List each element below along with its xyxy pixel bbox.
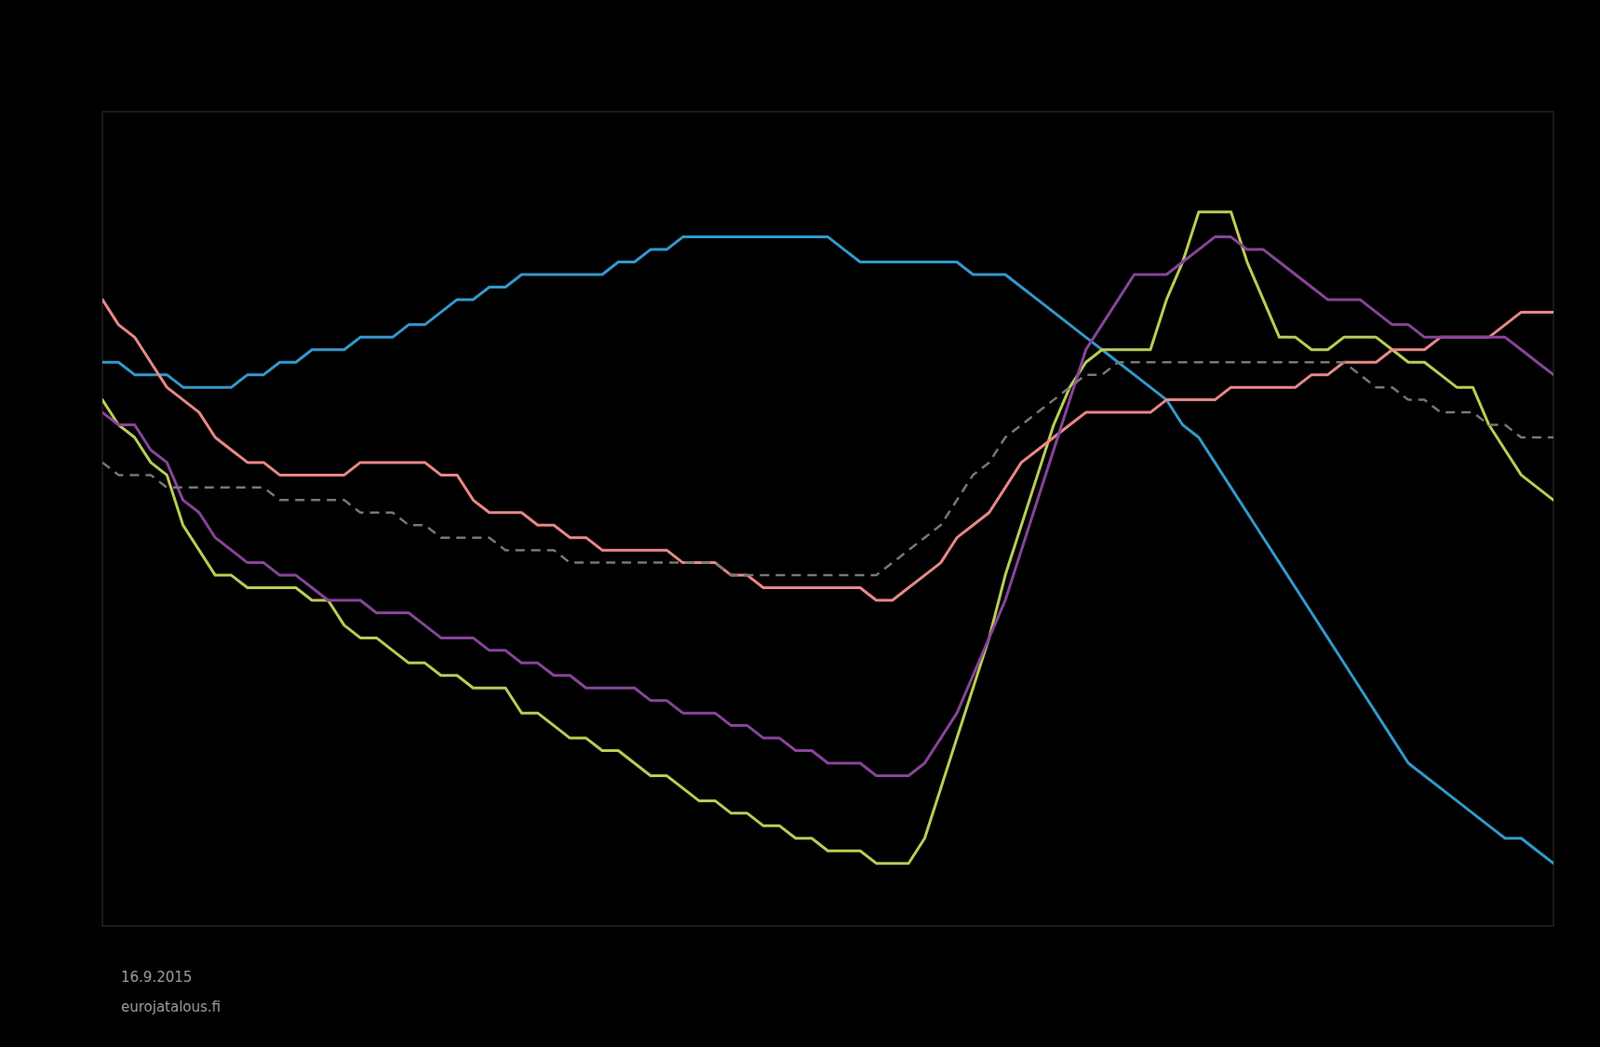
plot-area <box>102 212 1554 864</box>
series-line <box>102 212 1554 864</box>
chart: 16.9.2015 eurojatalous.fi <box>0 0 1600 1047</box>
series-line <box>102 299 1554 601</box>
background <box>0 0 1600 1047</box>
annotation: 16.9.2015 <box>121 968 192 986</box>
series-line <box>102 237 1554 864</box>
annotation: eurojatalous.fi <box>121 998 221 1016</box>
series-line <box>102 237 1554 777</box>
series-line <box>102 362 1554 576</box>
plot-frame <box>102 111 1554 927</box>
